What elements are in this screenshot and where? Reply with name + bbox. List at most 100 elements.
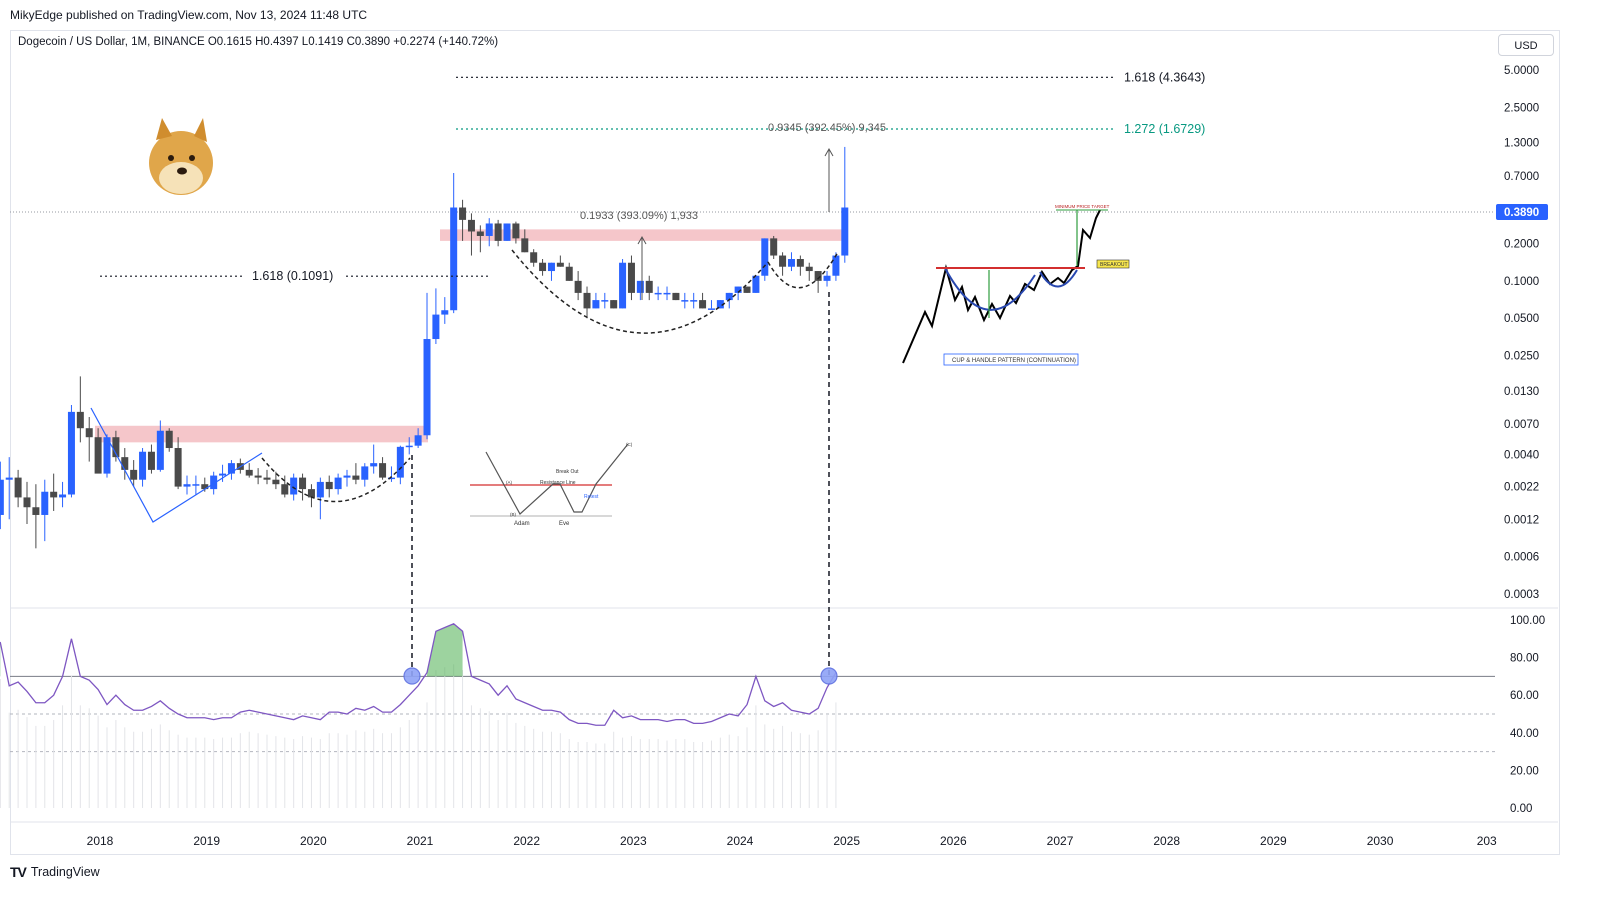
candle-body xyxy=(565,266,573,281)
price-tick-label: 0.0070 xyxy=(1504,419,1539,431)
measure-arrowhead xyxy=(824,147,834,157)
candle-body xyxy=(121,457,129,470)
candle-body xyxy=(325,481,333,490)
doge-logo-ear xyxy=(156,118,172,140)
candle-body xyxy=(645,280,653,293)
measure-arrowhead xyxy=(637,235,647,245)
fib-level-label: 1.272 (1.6729) xyxy=(1124,122,1205,136)
candle-body xyxy=(805,266,813,272)
candle-body xyxy=(59,494,67,498)
doge-logo-eye xyxy=(189,155,195,161)
candle-body xyxy=(823,275,831,281)
candle-body xyxy=(156,430,164,470)
candle-body xyxy=(254,475,262,478)
symbol-info[interactable]: Dogecoin / US Dollar, 1M, BINANCE O0.161… xyxy=(18,36,499,48)
candle-body xyxy=(619,262,627,309)
candle-body xyxy=(67,411,75,495)
price-tick-label: 0.0022 xyxy=(1504,482,1539,494)
fib-level-label: 1.618 (4.3643) xyxy=(1124,70,1205,84)
doge-logo-muzzle xyxy=(159,162,203,194)
candle-body xyxy=(227,463,235,474)
candle-body xyxy=(779,255,787,267)
candle-body xyxy=(796,259,804,267)
candle-body xyxy=(654,292,662,295)
candle-body xyxy=(281,484,289,495)
price-tick-label: 0.0003 xyxy=(1504,589,1539,601)
handle-arc xyxy=(767,251,839,289)
candle-body xyxy=(450,207,458,311)
candle-body xyxy=(352,475,360,480)
candle-body xyxy=(761,238,769,276)
candle-body xyxy=(734,286,742,293)
candle-body xyxy=(690,300,698,302)
price-tick-label: 5.0000 xyxy=(1504,65,1539,77)
candle-body xyxy=(50,491,58,498)
inset-label: Resistance Line xyxy=(540,480,576,486)
footer-brand: TradingView xyxy=(30,865,100,879)
candle-body xyxy=(245,469,253,476)
candle-body xyxy=(334,477,342,490)
measure-label: 0.1933 (393.09%) 1,933 xyxy=(580,210,698,222)
rsi-tick-label: 40.00 xyxy=(1510,728,1539,740)
measure-label: 0.9345 (392.45%) 9,345 xyxy=(768,122,886,134)
last-price-label: 0.3890 xyxy=(1504,207,1539,219)
time-tick-label: 2019 xyxy=(193,834,220,848)
candle-body xyxy=(219,473,227,476)
candle-body xyxy=(832,255,840,276)
currency-button[interactable]: USD xyxy=(1498,34,1554,56)
projection-cup xyxy=(944,267,1036,311)
candle-body xyxy=(770,238,778,256)
candle-body xyxy=(103,437,111,474)
candle-body xyxy=(530,252,538,263)
last-price-tag xyxy=(1496,204,1548,220)
candle-body xyxy=(752,275,760,293)
candle-body xyxy=(316,481,324,498)
candle-body xyxy=(361,466,369,480)
candle-body xyxy=(165,430,173,449)
candle-body xyxy=(663,292,671,295)
candle-body xyxy=(539,262,547,272)
tradingview-logo-icon: TV xyxy=(10,864,27,880)
rsi-tick-label: 20.00 xyxy=(1510,765,1539,777)
chart-frame xyxy=(10,30,1560,855)
time-tick-label: 2021 xyxy=(407,834,434,848)
candle-body xyxy=(716,300,724,309)
candle-body xyxy=(725,292,733,301)
rsi-tick-label: 0.00 xyxy=(1510,803,1532,815)
candle-body xyxy=(147,451,155,470)
candle-body xyxy=(85,428,93,438)
time-tick-label: 2024 xyxy=(727,834,754,848)
price-tick-label: 2.5000 xyxy=(1504,102,1539,114)
candle-body xyxy=(201,484,209,490)
doge-logo-nose xyxy=(177,167,187,175)
inset-label: (C) xyxy=(626,442,633,447)
publish-header: MikyEdge published on TradingView.com, N… xyxy=(10,8,368,22)
candle-body xyxy=(174,448,182,487)
rsi-tick-label: 80.00 xyxy=(1510,653,1539,665)
footer: TV TradingView xyxy=(10,864,100,880)
projection-label: BREAKOUT xyxy=(1100,262,1128,268)
inset-label: Break Out xyxy=(556,469,579,475)
breakout-tag xyxy=(1096,259,1130,269)
candle-body xyxy=(601,300,609,302)
candle-body xyxy=(343,475,351,478)
candle-body xyxy=(556,262,564,267)
projection-handle xyxy=(1039,269,1078,288)
rsi-tick-label: 60.00 xyxy=(1510,690,1539,702)
candle-body xyxy=(0,479,4,515)
cup-arc xyxy=(511,249,769,334)
candle-body xyxy=(14,477,22,498)
inset-label: Eve xyxy=(559,521,570,527)
candle-body xyxy=(610,300,618,309)
candle-body xyxy=(183,484,191,487)
candle-body xyxy=(210,475,218,490)
candle-body xyxy=(512,223,520,239)
projection-path xyxy=(902,209,1101,364)
inset-price-path xyxy=(485,443,629,515)
candle-body xyxy=(41,491,49,515)
price-tick-label: 0.2000 xyxy=(1504,239,1539,251)
time-tick-label: 2020 xyxy=(300,834,327,848)
candle-body xyxy=(521,238,529,253)
candle-body xyxy=(681,300,689,302)
